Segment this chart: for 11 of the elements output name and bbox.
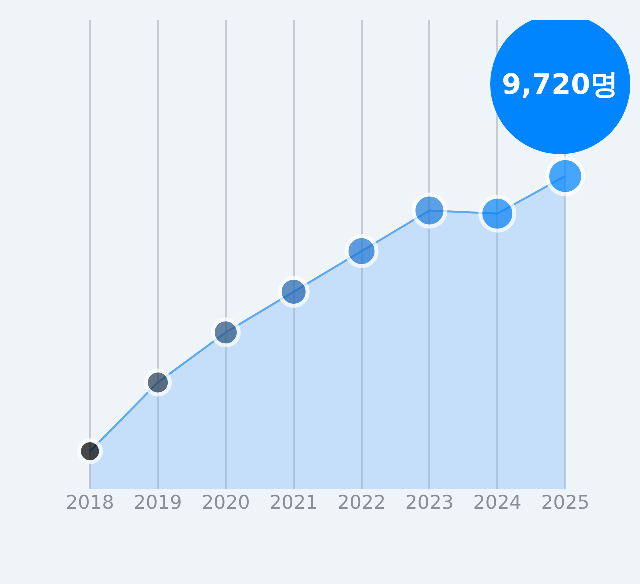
point [344, 234, 379, 268]
x-tick-label: 2021 [270, 492, 318, 514]
x-tick-label: 2025 [541, 492, 590, 514]
x-tick-label: 2023 [406, 492, 454, 514]
x-tick-label: 2019 [134, 492, 182, 514]
point [278, 276, 310, 308]
x-tick-label: 2024 [473, 492, 522, 514]
x-tick-label: 2020 [202, 492, 250, 514]
x-tick-label: 2022 [338, 492, 386, 514]
annotation: 9,720명 [502, 68, 619, 101]
x-tick-label: 2018 [66, 492, 114, 514]
